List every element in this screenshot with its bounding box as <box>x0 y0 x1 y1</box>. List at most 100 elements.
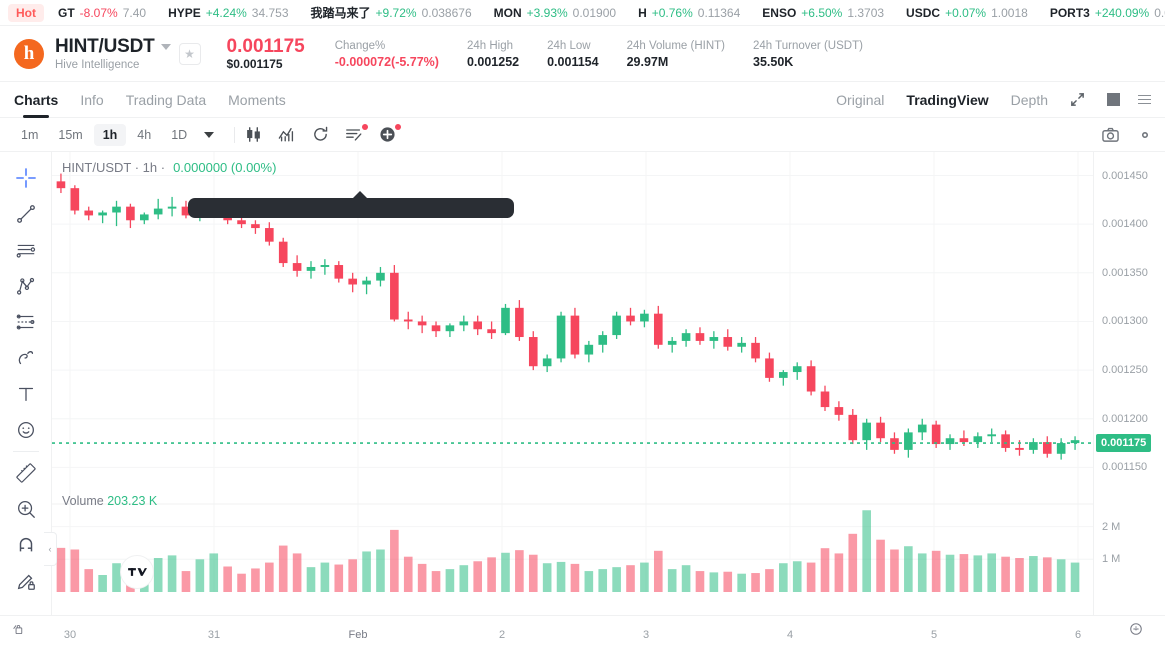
timeframe-1D[interactable]: 1D <box>171 127 188 142</box>
chevron-down-icon[interactable] <box>204 131 215 138</box>
chart-canvas[interactable] <box>52 152 1093 615</box>
market-ticker-bar[interactable]: Hot GT -8.07% 7.40 HYPE +4.24% 34.753 我踏马来了 +9.… <box>0 0 1165 26</box>
price-tick: 0.001400 <box>1102 218 1148 231</box>
fib-retracement-tool[interactable] <box>8 304 44 340</box>
drawing-tools-rail[interactable] <box>0 152 52 615</box>
ticker-item[interactable]: ENSO +6.50% 1.3703 <box>762 6 884 20</box>
text-tool[interactable] <box>8 376 44 412</box>
pitchfork-tool[interactable] <box>8 268 44 304</box>
time-tick: 30 <box>63 629 77 641</box>
stat-label: Change% <box>334 40 386 53</box>
gear-icon[interactable] <box>1137 127 1153 143</box>
ticker-symbol: USDC <box>906 5 941 20</box>
favorite-star-icon[interactable]: ★ <box>178 42 201 65</box>
chart-legend-title: HINT/USDT · 1h · <box>62 160 166 175</box>
ticker-item[interactable]: HYPE +4.24% 34.753 <box>168 6 288 20</box>
time-tick: 5 <box>930 629 938 641</box>
view-tab-tradingview[interactable]: TradingView <box>906 91 989 108</box>
ticker-price: 1.0018 <box>991 5 1028 20</box>
time-lock-icon[interactable] <box>12 623 25 636</box>
volume-legend: Volume 203.23 K <box>62 494 157 508</box>
price-axis[interactable]: 0.001450 0.001400 0.001350 0.001300 0.001250… <box>1093 152 1165 615</box>
ticker-change: +240.09% <box>1094 5 1150 20</box>
ticker-price: 7.40 <box>122 5 147 20</box>
time-tick: 31 <box>207 629 221 641</box>
ticker-price: 0.0019518 <box>1154 5 1165 20</box>
header-stat: 24h High 0.001252 <box>467 38 519 69</box>
trend-line-tool[interactable] <box>8 196 44 232</box>
timeframe-1m[interactable]: 1m <box>21 127 39 142</box>
horizontal-lines-tool[interactable] <box>8 232 44 268</box>
volume-value: 203.23 K <box>107 494 158 508</box>
chart-legend: HINT/USDT · 1h · 0.000000 (0.00%) <box>62 160 276 175</box>
chevron-down-icon[interactable] <box>160 44 171 50</box>
section-tabs[interactable]: Charts Info Trading Data Moments Original Tr… <box>0 82 1165 118</box>
indicators-icon[interactable] <box>278 126 296 143</box>
hamburger-menu-icon[interactable] <box>1138 94 1151 105</box>
lock-drawings-tool[interactable] <box>8 563 44 599</box>
notification-dot <box>395 124 402 130</box>
square-icon[interactable] <box>1107 93 1120 106</box>
ticker-change: +0.76% <box>651 5 693 20</box>
ticker-item[interactable]: MON +3.93% 0.01900 <box>494 6 616 20</box>
ticker-symbol: MON <box>493 5 522 20</box>
timeframe-1h[interactable]: 1h <box>93 123 127 146</box>
refresh-icon[interactable] <box>312 126 329 143</box>
tab-trading-data[interactable]: Trading Data <box>125 91 207 108</box>
ticker-symbol: H <box>638 5 647 20</box>
stat-value: 29.97M <box>626 54 669 69</box>
candlestick-type-icon[interactable] <box>245 126 262 143</box>
emoji-tool[interactable] <box>8 412 44 448</box>
expand-arrows-icon[interactable] <box>1070 92 1085 107</box>
stat-label: 24h High <box>466 40 514 53</box>
auto-scale-icon[interactable] <box>1129 622 1143 636</box>
ticker-item[interactable]: USDC +0.07% 1.0018 <box>906 6 1028 20</box>
magnet-tool[interactable] <box>8 527 44 563</box>
view-tab-original[interactable]: Original <box>836 91 885 108</box>
volume-tick: 1 M <box>1102 553 1121 566</box>
timeframe-4h[interactable]: 4h <box>137 127 152 142</box>
time-tick: Feb <box>348 629 368 641</box>
pair-name[interactable]: HINT/USDT <box>55 36 155 57</box>
camera-icon[interactable] <box>1102 127 1119 143</box>
tab-moments[interactable]: Moments <box>228 91 286 108</box>
ticker-symbol: HYPE <box>168 5 201 20</box>
chart-toolbar[interactable]: 1m 15m 1h 4h 1D <box>0 118 1165 152</box>
ticker-item[interactable]: PORT3 +240.09% 0.0019518 <box>1050 6 1165 20</box>
feature-tooltip[interactable] <box>188 191 514 218</box>
header-stat: 24h Turnover (USDT) 35.50K <box>753 38 863 69</box>
stat-value: -0.000072(-5.77%) <box>334 54 439 69</box>
ticker-change: +9.72% <box>375 5 417 20</box>
view-tab-depth[interactable]: Depth <box>1010 91 1048 108</box>
pattern-reader-icon[interactable] <box>345 124 369 143</box>
ticker-price: 0.038676 <box>421 5 472 20</box>
tab-info[interactable]: Info <box>80 91 104 108</box>
measure-tool[interactable] <box>8 455 44 491</box>
timeframe-15m[interactable]: 15m <box>58 127 83 142</box>
collapse-panel-icon[interactable]: ‹ <box>44 532 57 566</box>
tradingview-logo-icon[interactable] <box>120 555 154 589</box>
ticker-change: +6.50% <box>801 5 843 20</box>
crosshair-tool[interactable] <box>8 160 44 196</box>
stat-value: 0.001252 <box>466 54 520 69</box>
header-stat: 24h Low 0.001154 <box>547 38 598 69</box>
time-tick: 6 <box>1074 629 1082 641</box>
brush-tool[interactable] <box>8 340 44 376</box>
ticker-change: +0.07% <box>945 5 987 20</box>
stat-value: 35.50K <box>753 54 794 69</box>
time-axis[interactable]: 30 31 Feb 2 3 4 5 6 <box>0 615 1165 642</box>
stat-value: 0.001154 <box>547 54 599 69</box>
tab-charts[interactable]: Charts <box>14 82 58 118</box>
ticker-item[interactable]: GT -8.07% 7.40 <box>58 6 146 20</box>
pair-info[interactable]: HINT/USDT Hive Intelligence <box>55 36 171 71</box>
add-indicator-icon[interactable] <box>379 124 402 143</box>
pair-header: h HINT/USDT Hive Intelligence ★ 0.001175… <box>0 26 1165 82</box>
zoom-in-tool[interactable] <box>8 491 44 527</box>
rail-divider <box>12 451 39 452</box>
candlestick-chart[interactable]: HINT/USDT · 1h · 0.000000 (0.00%) Volume… <box>52 152 1093 615</box>
time-tick: 4 <box>786 629 794 641</box>
ticker-symbol: ENSO <box>762 5 797 20</box>
ticker-item[interactable]: H +0.76% 0.11364 <box>638 6 740 20</box>
price-tick: 0.001250 <box>1102 364 1148 377</box>
ticker-item[interactable]: 我踏马来了 +9.72% 0.038676 <box>311 4 472 21</box>
